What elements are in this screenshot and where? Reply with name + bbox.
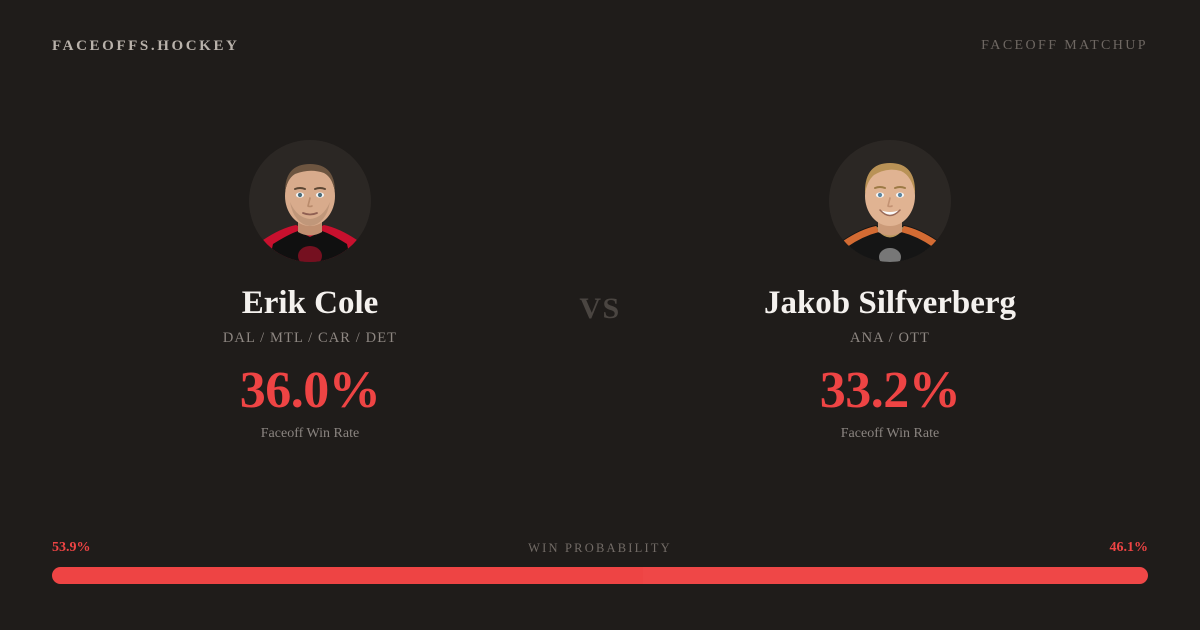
- win-probability-section: 53.9% WIN PROBABILITY 46.1%: [52, 540, 1148, 584]
- player-headshot-jakob-silfverberg: [829, 140, 951, 262]
- player-name-left: Erik Cole: [241, 285, 379, 321]
- faceoff-matchup: Erik Cole DAL / MTL / CAR / DET 36.0% Fa…: [0, 140, 1200, 442]
- win-probability-title: WIN PROBABILITY: [528, 540, 672, 555]
- win-probability-labels: 53.9% WIN PROBABILITY 46.1%: [52, 540, 1148, 556]
- player-headshot-erik-cole: [249, 140, 371, 262]
- player-faceoff-pct-label-right: Faceoff Win Rate: [840, 425, 940, 441]
- player-faceoff-pct-right: 33.2%: [819, 361, 961, 419]
- win-probability-bar[interactable]: [52, 567, 1148, 584]
- win-probability-left-value: 53.9%: [52, 540, 91, 555]
- win-probability-bar-left-segment: [52, 567, 643, 584]
- player-teams-left: DAL / MTL / CAR / DET: [222, 329, 398, 346]
- win-probability-bar-right-segment: [642, 567, 1148, 584]
- player-card-left[interactable]: Erik Cole DAL / MTL / CAR / DET 36.0% Fa…: [80, 140, 540, 442]
- page-subtitle: FACEOFF MATCHUP: [981, 38, 1148, 53]
- player-teams-right: ANA / OTT: [850, 329, 930, 346]
- page-header: FACEOFFS.HOCKEY FACEOFF MATCHUP: [0, 0, 1200, 92]
- vs-divider: VS: [579, 292, 621, 325]
- player-faceoff-pct-left: 36.0%: [239, 361, 381, 419]
- player-faceoff-pct-label-left: Faceoff Win Rate: [260, 425, 360, 441]
- player-name-right: Jakob Silfverberg: [763, 285, 1017, 321]
- site-brand[interactable]: FACEOFFS.HOCKEY: [52, 37, 240, 54]
- player-card-right[interactable]: Jakob Silfverberg ANA / OTT 33.2% Faceof…: [660, 140, 1120, 442]
- win-probability-right-value: 46.1%: [1109, 540, 1149, 555]
